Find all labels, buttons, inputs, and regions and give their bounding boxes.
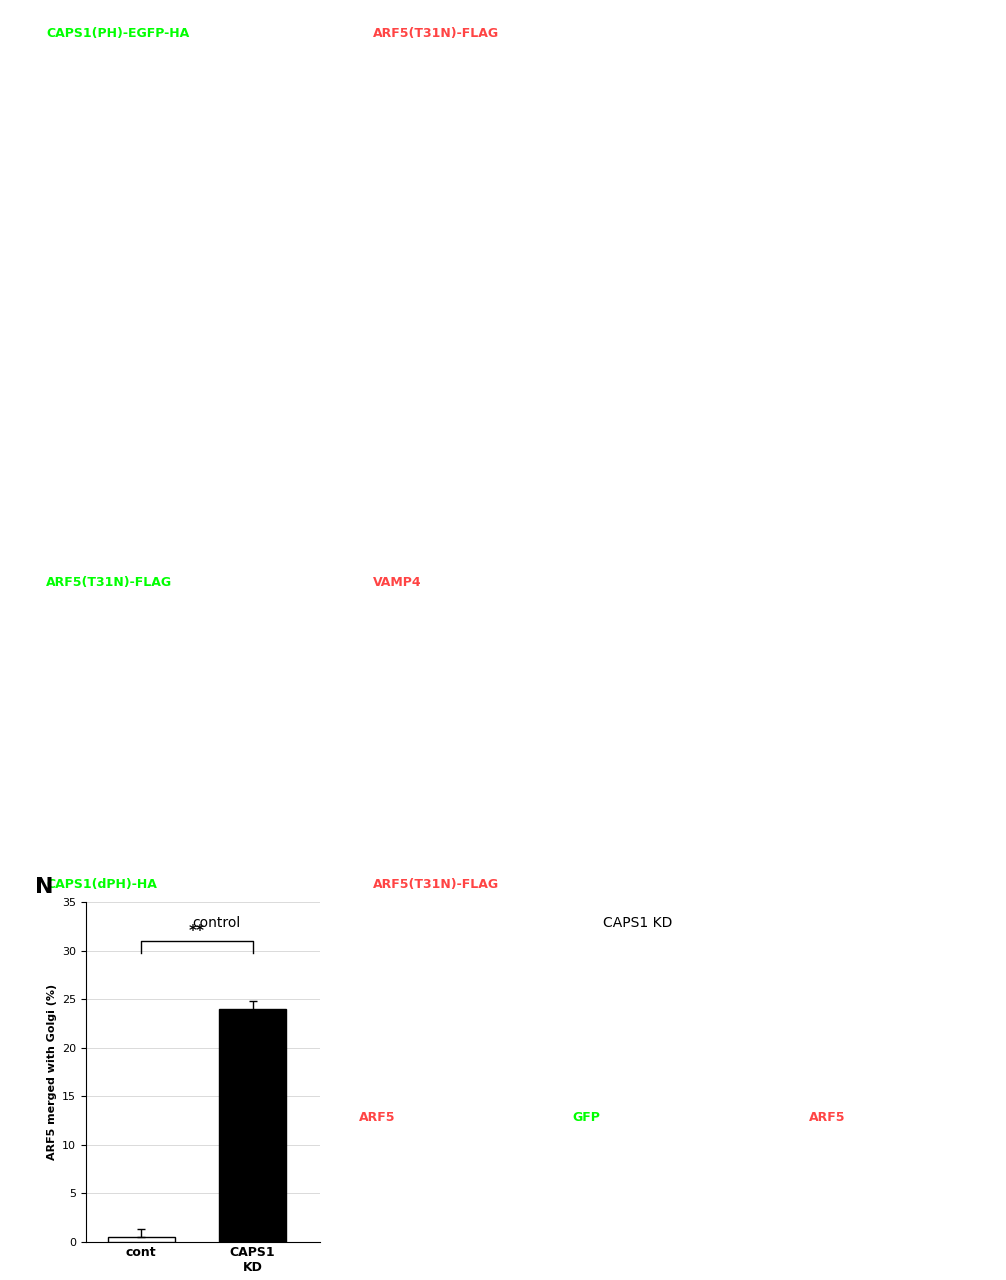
Text: P: P [683,882,699,902]
Text: I: I [693,620,702,639]
Text: F: F [693,317,709,337]
Text: de: de [713,902,728,913]
Text: VAMP4: VAMP4 [373,576,422,589]
Text: E: E [366,317,382,337]
Text: GFP: GFP [152,1111,180,1124]
Text: de: de [570,1140,586,1151]
Text: ax: ax [598,989,612,1000]
Text: CAPS1(dPH)-HA: CAPS1(dPH)-HA [46,878,157,891]
Text: de: de [933,1108,948,1119]
Text: **: ** [189,924,205,940]
Text: M: M [618,945,640,965]
Text: N: N [35,877,53,897]
Text: L: L [428,945,442,965]
Text: merged: merged [939,15,993,28]
Text: CAPS1 KD: CAPS1 KD [603,916,672,929]
Text: ARF5(T31N)-FLAG: ARF5(T31N)-FLAG [373,878,499,891]
Bar [219,1009,286,1242]
Text: G: G [39,620,58,639]
Text: B: B [366,15,383,35]
Text: H: H [366,620,385,639]
Text: K: K [196,945,213,965]
Text: merged: merged [700,576,753,589]
Text: merged: merged [700,878,753,891]
Y-axis label: ARF5 merged with Golgi (%): ARF5 merged with Golgi (%) [47,984,57,1160]
Text: O: O [344,882,363,902]
Bar [108,1236,175,1242]
Text: D: D [39,317,58,337]
Text: de: de [846,890,861,900]
Text: GFP: GFP [572,1111,601,1124]
Text: ARF5: ARF5 [359,1111,395,1124]
Text: ARF5: ARF5 [809,1111,845,1124]
Text: ARF5(T31N)-FLAG: ARF5(T31N)-FLAG [373,27,499,40]
Text: J: J [35,945,43,965]
Text: ax: ax [443,914,458,924]
Text: control: control [192,916,240,929]
Text: C: C [693,15,710,35]
Text: ARF5(T31N)-
FLAG: ARF5(T31N)- FLAG [689,1224,780,1252]
Text: CAPS1(PH)-EGFP-HA: CAPS1(PH)-EGFP-HA [46,27,189,40]
Text: ARF5(T31N)-FLAG: ARF5(T31N)-FLAG [46,576,172,589]
Text: A: A [39,15,57,35]
Text: ARF5(Q71L)-FLAG: ARF5(Q71L)-FLAG [351,1238,477,1252]
Text: de: de [460,1073,475,1083]
